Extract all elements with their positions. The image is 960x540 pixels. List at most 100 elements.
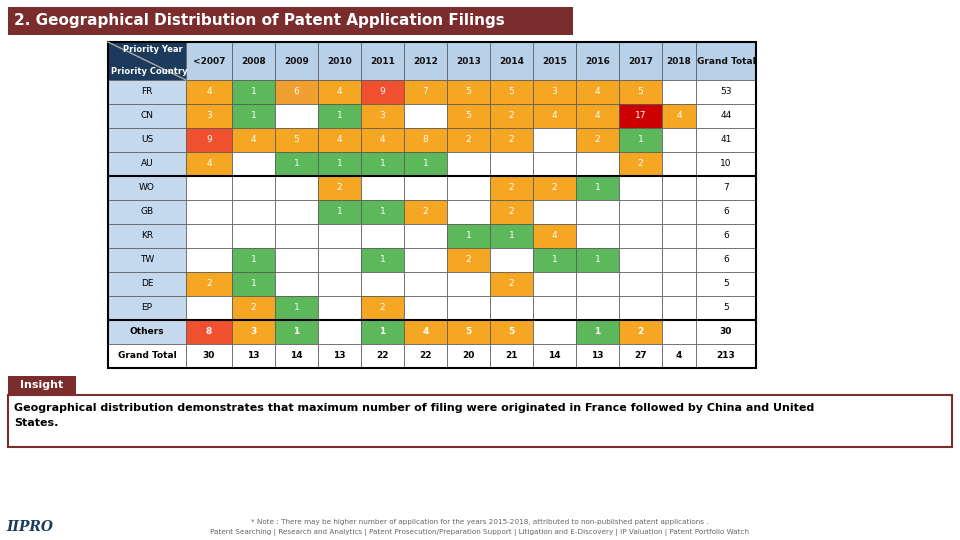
FancyBboxPatch shape [318,80,361,104]
FancyBboxPatch shape [662,176,696,200]
Text: 21: 21 [505,352,517,361]
FancyBboxPatch shape [186,344,232,368]
Text: 2: 2 [594,136,600,145]
Text: * Note : There may be higher number of application for the years 2015-2018, attr: * Note : There may be higher number of a… [252,519,708,525]
Text: 1: 1 [251,255,256,265]
Text: Grand Total: Grand Total [697,57,756,65]
FancyBboxPatch shape [108,344,186,368]
Text: 5: 5 [466,111,471,120]
FancyBboxPatch shape [533,200,576,224]
Text: Insight: Insight [20,381,63,390]
FancyBboxPatch shape [696,344,756,368]
FancyBboxPatch shape [447,104,490,128]
Text: 4: 4 [552,232,558,240]
Text: 1: 1 [337,159,343,168]
FancyBboxPatch shape [275,80,318,104]
FancyBboxPatch shape [404,80,447,104]
FancyBboxPatch shape [186,296,232,320]
FancyBboxPatch shape [275,42,318,80]
Text: GB: GB [140,207,154,217]
Text: 2. Geographical Distribution of Patent Application Filings: 2. Geographical Distribution of Patent A… [14,14,505,29]
Text: 2: 2 [466,136,471,145]
FancyBboxPatch shape [447,224,490,248]
FancyBboxPatch shape [490,296,533,320]
FancyBboxPatch shape [533,152,576,176]
FancyBboxPatch shape [576,320,619,344]
Text: 4: 4 [337,136,343,145]
FancyBboxPatch shape [619,128,662,152]
FancyBboxPatch shape [361,176,404,200]
FancyBboxPatch shape [361,224,404,248]
FancyBboxPatch shape [404,272,447,296]
Text: 30: 30 [720,327,732,336]
FancyBboxPatch shape [490,104,533,128]
Text: 2015: 2015 [542,57,567,65]
FancyBboxPatch shape [576,176,619,200]
Text: 1: 1 [294,327,300,336]
Text: 6: 6 [294,87,300,97]
Text: CN: CN [140,111,154,120]
Text: 3: 3 [251,327,256,336]
FancyBboxPatch shape [186,176,232,200]
FancyBboxPatch shape [490,344,533,368]
Text: 1: 1 [294,159,300,168]
FancyBboxPatch shape [8,376,76,395]
Text: 2013: 2013 [456,57,481,65]
FancyBboxPatch shape [318,152,361,176]
Text: EP: EP [141,303,153,313]
Text: 4: 4 [594,87,600,97]
Text: 1: 1 [422,159,428,168]
FancyBboxPatch shape [404,296,447,320]
FancyBboxPatch shape [108,152,186,176]
Text: 20: 20 [463,352,474,361]
Text: 2: 2 [251,303,256,313]
Text: 1: 1 [251,280,256,288]
FancyBboxPatch shape [361,152,404,176]
FancyBboxPatch shape [490,176,533,200]
FancyBboxPatch shape [696,104,756,128]
Text: Patent Searching | Research and Analytics | Patent Prosecution/Preparation Suppo: Patent Searching | Research and Analytic… [210,529,750,536]
FancyBboxPatch shape [361,272,404,296]
FancyBboxPatch shape [275,176,318,200]
FancyBboxPatch shape [108,296,186,320]
FancyBboxPatch shape [186,152,232,176]
FancyBboxPatch shape [619,200,662,224]
FancyBboxPatch shape [576,272,619,296]
FancyBboxPatch shape [490,128,533,152]
FancyBboxPatch shape [361,248,404,272]
FancyBboxPatch shape [232,248,275,272]
FancyBboxPatch shape [662,224,696,248]
FancyBboxPatch shape [533,42,576,80]
FancyBboxPatch shape [447,128,490,152]
FancyBboxPatch shape [108,42,186,80]
FancyBboxPatch shape [108,224,186,248]
FancyBboxPatch shape [619,80,662,104]
FancyBboxPatch shape [318,104,361,128]
Text: 5: 5 [723,280,729,288]
Text: 10: 10 [720,159,732,168]
FancyBboxPatch shape [696,128,756,152]
Text: 44: 44 [720,111,732,120]
FancyBboxPatch shape [318,200,361,224]
Text: US: US [141,136,154,145]
Text: 1: 1 [379,207,385,217]
Text: 22: 22 [376,352,389,361]
FancyBboxPatch shape [108,176,186,200]
FancyBboxPatch shape [447,152,490,176]
FancyBboxPatch shape [318,344,361,368]
Text: 5: 5 [509,327,515,336]
FancyBboxPatch shape [447,80,490,104]
FancyBboxPatch shape [533,128,576,152]
Text: 4: 4 [422,327,429,336]
FancyBboxPatch shape [447,320,490,344]
FancyBboxPatch shape [232,344,275,368]
Text: 5: 5 [466,327,471,336]
FancyBboxPatch shape [186,104,232,128]
FancyBboxPatch shape [186,320,232,344]
Text: 7: 7 [723,184,729,192]
Text: 2: 2 [509,207,515,217]
Text: 2: 2 [422,207,428,217]
FancyBboxPatch shape [275,152,318,176]
FancyBboxPatch shape [662,296,696,320]
FancyBboxPatch shape [232,272,275,296]
